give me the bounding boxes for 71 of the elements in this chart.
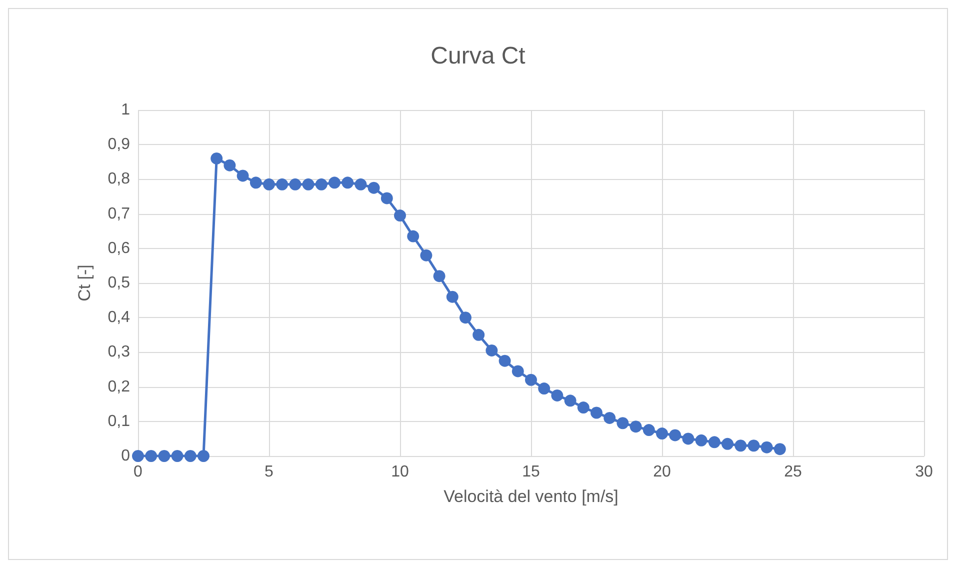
point	[145, 450, 158, 462]
point	[472, 328, 485, 341]
point	[498, 354, 511, 367]
point	[276, 178, 288, 190]
point	[682, 432, 694, 445]
point	[315, 178, 328, 190]
x-tick-label: 10	[391, 464, 409, 480]
point	[590, 406, 602, 419]
point	[748, 440, 760, 452]
point	[433, 270, 446, 282]
point	[158, 450, 170, 462]
point	[512, 365, 524, 378]
x-tick-label: 5	[264, 464, 274, 480]
y-tick-label: 0,5	[108, 274, 130, 292]
point	[354, 178, 367, 190]
point	[368, 182, 380, 194]
point	[236, 170, 249, 182]
point	[289, 178, 302, 190]
point	[604, 412, 616, 424]
point	[486, 344, 498, 356]
point	[184, 450, 196, 462]
point	[420, 249, 432, 262]
point	[760, 441, 773, 454]
point	[722, 438, 734, 450]
x-tick-label: 30	[915, 464, 933, 480]
y-tick-label: 0,7	[108, 205, 130, 222]
point	[577, 402, 590, 414]
x-tick-label: 0	[134, 464, 143, 480]
point	[224, 159, 236, 172]
y-tick-label: 0,1	[108, 412, 130, 430]
point	[525, 374, 537, 386]
y-tick-label: 0	[121, 448, 130, 464]
point	[198, 450, 210, 462]
y-tick-label: 0,8	[108, 170, 130, 188]
point	[630, 420, 642, 433]
point	[394, 210, 406, 222]
point	[380, 192, 393, 204]
point	[460, 312, 472, 324]
y-tick-label: 1	[121, 102, 130, 118]
point	[734, 440, 747, 452]
point	[695, 434, 708, 446]
y-tick-label: 0,2	[108, 378, 130, 396]
y-tick-label: 0,6	[108, 240, 130, 257]
y-axis-title: Ct [-]	[75, 264, 94, 302]
point	[616, 417, 629, 430]
point	[171, 450, 184, 462]
point	[328, 176, 340, 189]
x-tick-label: 25	[784, 464, 802, 480]
y-tick-label: 0,3	[108, 344, 130, 361]
point	[564, 394, 576, 407]
y-tick-label: 0,9	[108, 136, 130, 154]
point	[446, 290, 458, 303]
point	[342, 176, 354, 189]
chart-title: Curva Ct	[430, 42, 526, 70]
point	[132, 450, 144, 462]
point	[551, 389, 564, 402]
x-tick-label: 15	[522, 464, 540, 480]
x-axis-title: Velocità del vento [m/s]	[444, 487, 618, 506]
y-tick-label: 0,4	[108, 309, 130, 326]
point	[708, 436, 720, 448]
point	[774, 443, 786, 456]
point	[669, 429, 682, 442]
point	[538, 382, 550, 395]
point	[210, 152, 223, 164]
point	[407, 230, 420, 242]
point	[656, 428, 668, 440]
point	[250, 176, 262, 189]
point	[642, 424, 655, 436]
point	[302, 178, 314, 190]
point	[263, 178, 275, 190]
x-tick-label: 20	[653, 464, 671, 480]
